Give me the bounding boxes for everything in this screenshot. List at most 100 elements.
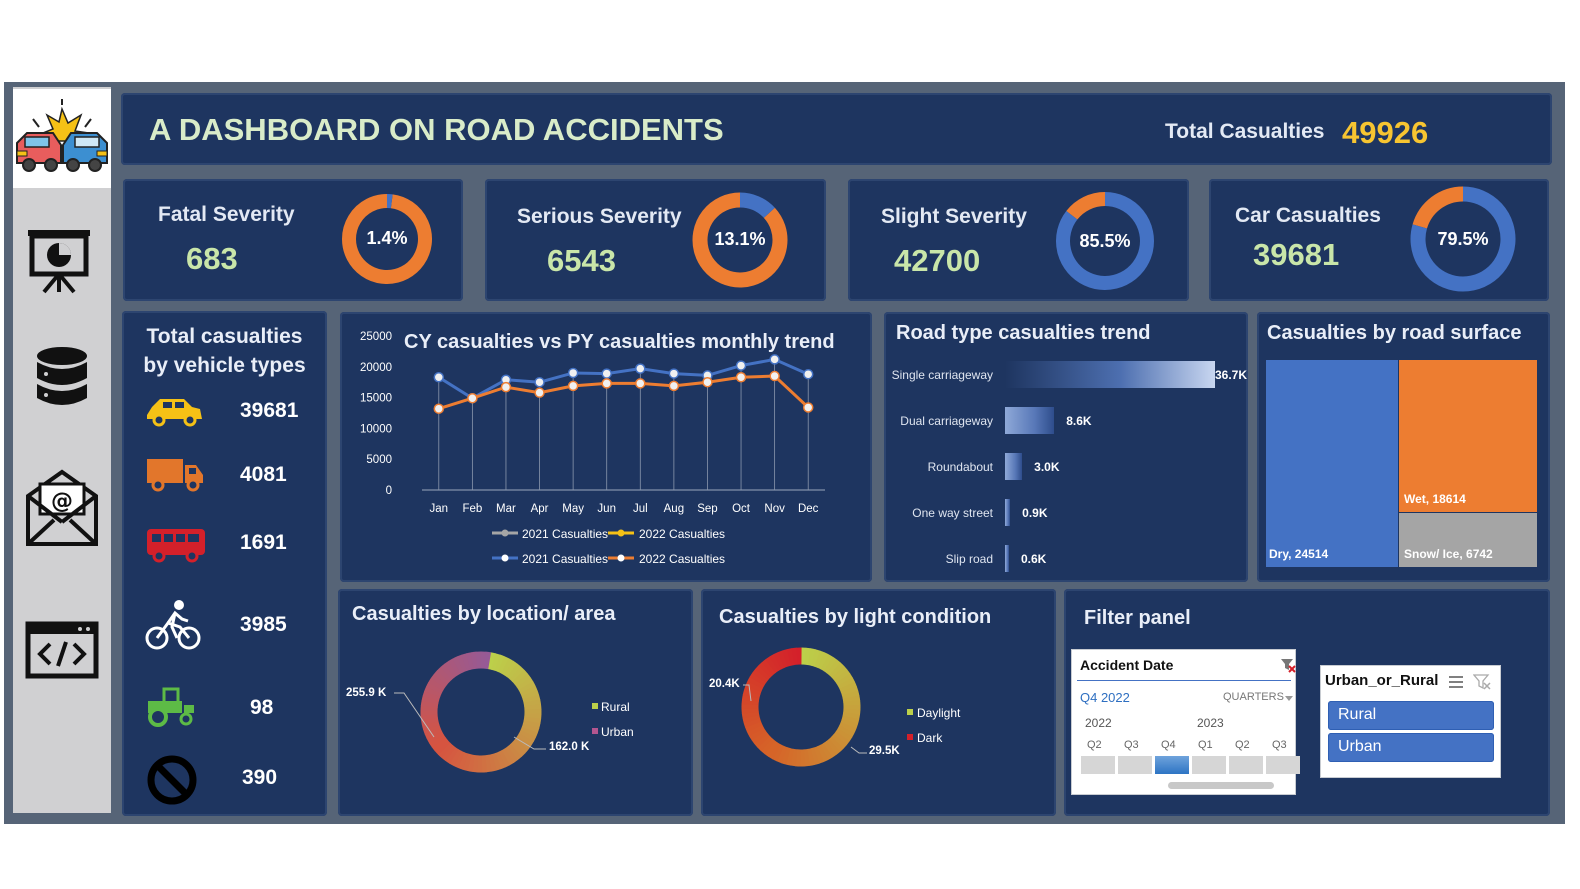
leader-line: [513, 736, 546, 750]
year-label: 2023: [1197, 716, 1224, 730]
road-type-bar: [1005, 453, 1023, 480]
timeline-scrollbar[interactable]: [1168, 782, 1274, 789]
x-tick-label: Jul: [633, 503, 648, 515]
slicer-option-rural[interactable]: Rural: [1328, 701, 1494, 730]
accident-date-slicer[interactable]: Accident Date Q4 2022 QUARTERS 2022 2023…: [1071, 649, 1300, 795]
kpi-card-serious: Serious Severity 6543 13.1%: [485, 179, 826, 301]
road-type-panel: Road type casualties trend Single carria…: [884, 312, 1248, 582]
pie-slice-rural: [484, 754, 492, 773]
kpi-percent: 13.1%: [714, 229, 766, 249]
pie-slice-rural: [500, 658, 514, 676]
quarter-cell[interactable]: [1228, 756, 1263, 774]
logo: [13, 89, 111, 188]
pie-slice-daylight: [811, 649, 821, 667]
pie-slice-dark: [745, 680, 763, 692]
pie-slice-rural: [520, 685, 538, 697]
total-casualties-label: Total Casualties: [1165, 120, 1325, 143]
presentation-chart-icon[interactable]: [22, 222, 102, 302]
trend-title: CY casualties vs PY casualties monthly t…: [404, 331, 835, 353]
pie-slice-urban: [452, 656, 465, 674]
tractor-icon: [148, 687, 194, 727]
pie-slice-daylight: [813, 746, 824, 764]
kpi-card-slight: Slight Severity 42700 85.5%: [848, 179, 1189, 301]
light-daylight-label: 29.5K: [869, 745, 900, 757]
pie-slice-urban: [425, 681, 444, 694]
vehicle-value-bicycle: 3985: [240, 613, 287, 636]
treemap-wet: Wet, 18614: [1399, 360, 1537, 512]
x-tick-label: Feb: [462, 503, 482, 515]
time-level-dropdown[interactable]: QUARTERS: [1223, 691, 1284, 703]
pie-slice-dark: [761, 658, 776, 676]
donut-remainder-arc: [1066, 192, 1106, 220]
year-label: 2022: [1085, 716, 1112, 730]
data-point: [601, 378, 612, 389]
quarter-cell-selected[interactable]: [1154, 756, 1189, 774]
pie-slice-daylight: [807, 648, 816, 666]
location-panel: Casualties by location/ area 255.9 K 162…: [338, 589, 693, 816]
pie-slice-urban: [461, 653, 471, 671]
data-point: [635, 363, 646, 374]
kpi-value: 6543: [547, 243, 616, 278]
kpi-name: Slight Severity: [881, 205, 1027, 228]
kpi-percent: 79.5%: [1437, 229, 1489, 249]
pie-slice-urban: [484, 651, 492, 670]
series-line: [438, 374, 810, 411]
clear-filter-icon[interactable]: [1280, 657, 1296, 673]
quarter-label: Q3: [1124, 739, 1139, 751]
pie-slice-daylight: [840, 686, 859, 696]
slicer-option-urban[interactable]: Urban: [1328, 733, 1494, 762]
quarter-label: Q3: [1272, 739, 1287, 751]
x-tick-label: Nov: [764, 503, 785, 515]
multi-select-icon[interactable]: [1445, 674, 1465, 690]
y-tick-label: 25000: [360, 331, 392, 343]
legend-swatch: [492, 529, 518, 537]
pie-slice-rural: [488, 754, 497, 772]
quarter-cell[interactable]: [1265, 756, 1300, 774]
sidebar: [13, 87, 111, 813]
clear-filter-icon[interactable]: [1473, 673, 1491, 691]
pie-slice-dark: [745, 721, 763, 733]
pie-slice-dark: [782, 649, 792, 667]
data-point: [769, 370, 780, 382]
pie-slice-rural: [512, 669, 528, 685]
quarter-cell[interactable]: [1117, 756, 1152, 774]
pie-slice-urban: [470, 651, 478, 670]
pie-slice-daylight: [816, 744, 829, 763]
x-tick-label: Mar: [496, 503, 516, 515]
data-point: [802, 368, 814, 380]
road-type-value: 0.6K: [1021, 552, 1047, 566]
quarter-label: Q2: [1235, 739, 1250, 751]
road-type-bar: [1005, 407, 1055, 434]
pie-slice-rural: [497, 656, 510, 674]
pie-slice-rural: [434, 739, 451, 755]
pie-slice-dark: [758, 661, 774, 678]
legend-label: 2021 Casualties: [522, 527, 609, 541]
data-point: [500, 381, 512, 393]
pie-slice-rural: [445, 747, 459, 764]
road-type-value: 0.9K: [1022, 506, 1048, 520]
pie-slice-urban: [436, 666, 453, 683]
pie-slice-daylight: [823, 741, 837, 758]
pie-slice-daylight: [839, 722, 857, 734]
pie-slice-dark: [786, 648, 795, 666]
pie-slice-rural: [522, 720, 541, 729]
quarter-cell[interactable]: [1191, 756, 1226, 774]
urban-rural-slicer[interactable]: Urban_or_Rural Rural Urban: [1320, 665, 1501, 778]
kpi-donut: [692, 192, 788, 288]
pie-slice-daylight: [829, 662, 845, 678]
email-icon[interactable]: @: [22, 468, 102, 548]
quarter-cell[interactable]: [1080, 756, 1115, 774]
pie-slice-dark: [764, 740, 779, 757]
x-tick-label: Oct: [732, 503, 751, 515]
pie-slice-rural: [514, 673, 531, 688]
database-icon[interactable]: [22, 342, 102, 422]
pie-slice-dark: [743, 718, 762, 728]
vehicle-types-panel: Total casualties by vehicle types 39681 …: [122, 311, 327, 816]
x-tick-label: Jan: [430, 503, 449, 515]
pie-slice-urban: [456, 654, 468, 673]
x-tick-label: Aug: [664, 503, 684, 515]
kpi-value: 42700: [894, 243, 981, 278]
legend-swatch: [608, 554, 634, 562]
code-window-icon[interactable]: [22, 612, 102, 692]
data-point: [735, 372, 747, 383]
